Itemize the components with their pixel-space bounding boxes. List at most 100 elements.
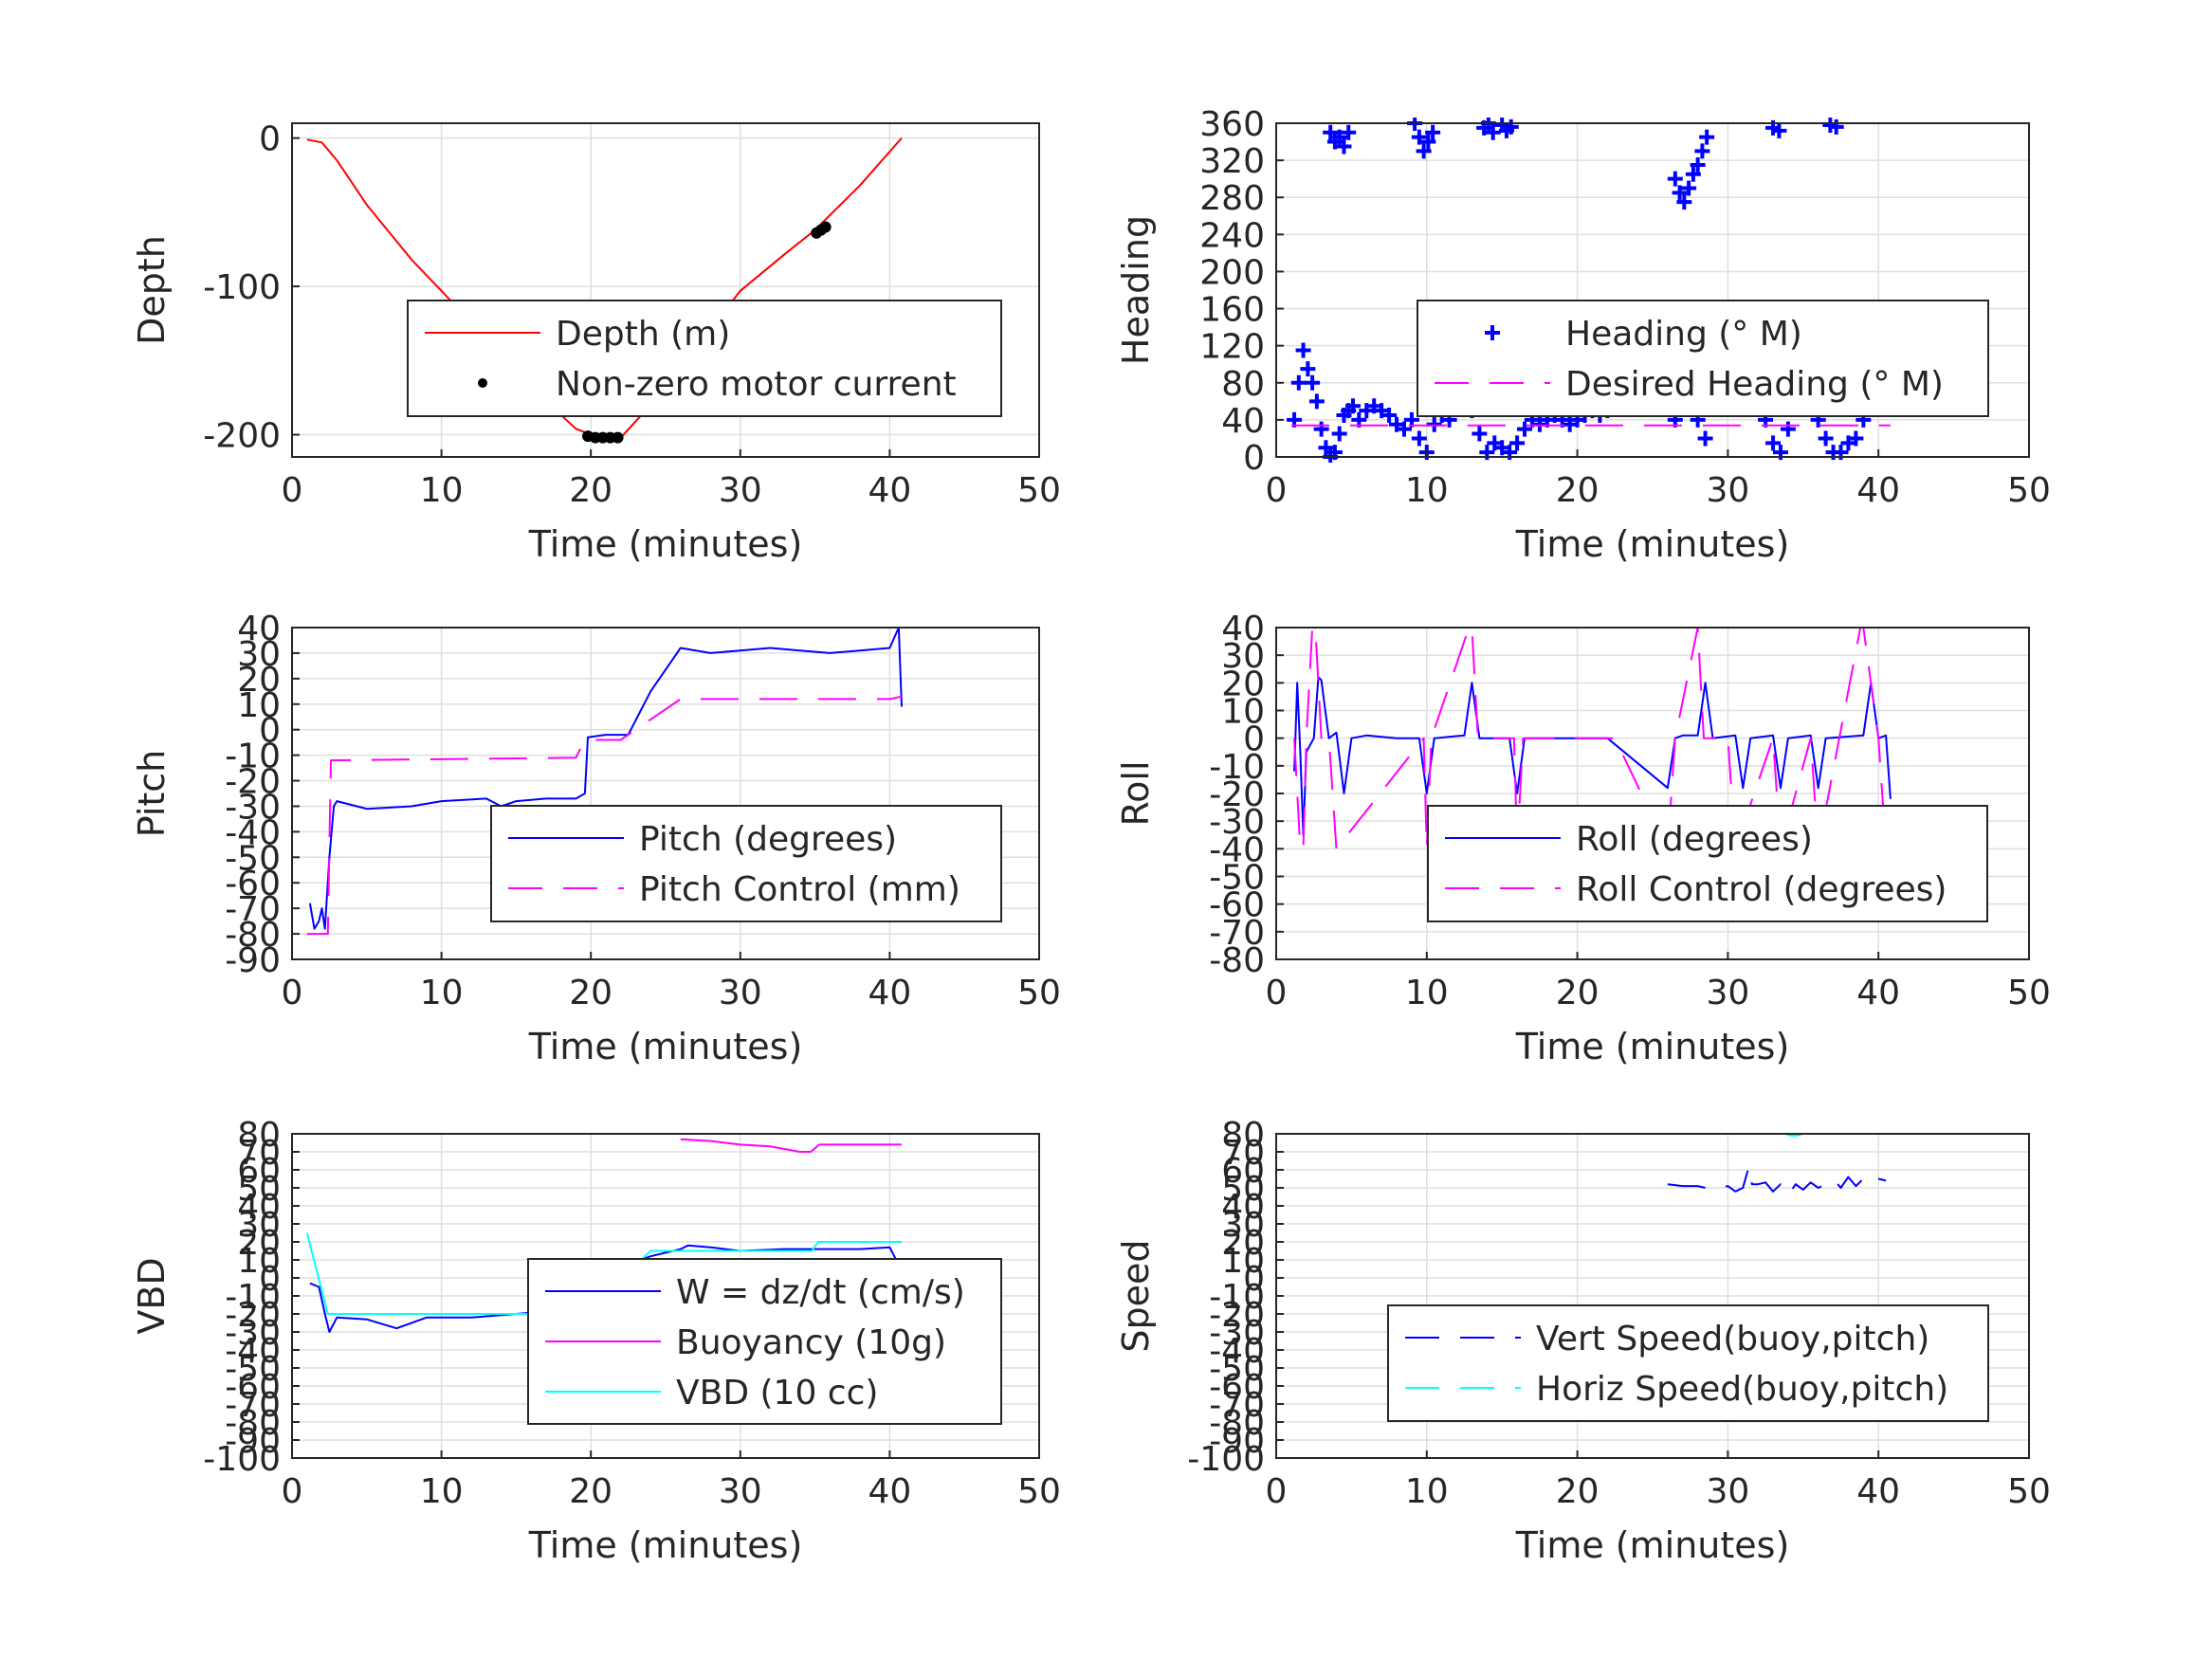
heading-point — [1780, 421, 1796, 437]
x-tick-label: 50 — [1017, 471, 1061, 510]
y-tick-label: -70 — [1209, 914, 1265, 953]
y-tick-label: -90 — [225, 1422, 281, 1461]
x-tick-label: 50 — [2007, 974, 2051, 1012]
y-tick-label: -30 — [225, 1314, 281, 1353]
x-tick-label: 0 — [1266, 471, 1288, 510]
heading-point — [1699, 129, 1715, 145]
heading-point — [1765, 435, 1782, 451]
y-tick-label: 50 — [1221, 1170, 1265, 1209]
legend-entry-label: Vert Speed(buoy,pitch) — [1536, 1320, 1929, 1358]
heading-point — [1517, 421, 1533, 437]
x-tick-label: 0 — [282, 471, 303, 510]
x-tick-label: 20 — [1556, 1472, 1600, 1511]
legend-box — [490, 805, 1002, 922]
y-tick-label: 0 — [259, 1260, 281, 1299]
y-tick-label: 50 — [237, 1170, 281, 1209]
legend-entry-label: Pitch (degrees) — [639, 820, 897, 859]
x-tick-label: 40 — [868, 974, 911, 1012]
heading-point — [1416, 143, 1432, 159]
heading-point — [1313, 421, 1329, 437]
y-tick-label: -70 — [225, 1386, 281, 1425]
heading-point — [1672, 185, 1688, 201]
x-tick-label: 40 — [1856, 471, 1900, 510]
heading-point — [1396, 421, 1412, 437]
y-tick-label: 40 — [1221, 402, 1265, 441]
y-tick-label: -10 — [225, 738, 281, 776]
heading-point — [1667, 171, 1683, 187]
heading-point — [1426, 416, 1442, 432]
heading-point — [1472, 426, 1488, 442]
y-tick-label: -50 — [225, 839, 281, 878]
heading-point — [1341, 124, 1357, 140]
legend-entry-label: W = dz/dt (cm/s) — [676, 1273, 965, 1312]
series-1-2-markers — [582, 221, 832, 444]
heading-point — [1300, 361, 1316, 377]
heading-point — [1290, 374, 1307, 391]
legend-box — [407, 300, 1002, 417]
heading-point — [1676, 194, 1692, 210]
x-tick-label: 20 — [569, 471, 612, 510]
y-tick-label: -100 — [203, 268, 281, 307]
heading-point — [1818, 430, 1834, 447]
legend-entry-label: Heading (° M) — [1565, 315, 1802, 354]
y-tick-label: 30 — [1221, 1206, 1265, 1245]
heading-point — [1336, 138, 1352, 155]
y-tick-label: -40 — [1209, 1332, 1265, 1371]
x-tick-label: 40 — [1856, 1472, 1900, 1511]
y-tick-label: -50 — [1209, 859, 1265, 898]
heading-point — [1420, 134, 1436, 150]
subplot-6: 0 10 20 30 40 50-100-90-80-70-60-50-40-30-20-… — [1115, 1116, 2051, 1566]
x-tick-label: 40 — [1856, 974, 1900, 1012]
y-tick-label: 10 — [1221, 1242, 1265, 1281]
series-3-2-line — [306, 695, 903, 936]
x-axis-label: Time (minutes) — [528, 1524, 803, 1566]
x-tick-label: 0 — [282, 1472, 303, 1511]
motor-current-point — [819, 221, 832, 233]
legend-entry-label: Roll Control (degrees) — [1576, 870, 1947, 909]
heading-point — [1295, 342, 1311, 358]
y-tick-label: -20 — [225, 763, 281, 802]
y-tick-label: -20 — [1209, 1296, 1265, 1335]
heading-point — [1681, 180, 1697, 196]
y-tick-label: -20 — [225, 1296, 281, 1335]
legend: Depth (m) Non-zero motor current — [407, 300, 1002, 417]
x-axis-label: Time (minutes) — [528, 523, 803, 565]
heading-point — [1308, 393, 1325, 410]
series-5-2-line — [680, 1138, 902, 1153]
y-tick-label: 0 — [1243, 439, 1265, 478]
subplot-1: 0 10 20 30 40 50 -200 -100 0 Time (minutes) Depth D… — [131, 120, 1061, 565]
x-tick-label: 30 — [1706, 974, 1749, 1012]
x-tick-label: 10 — [1405, 974, 1449, 1012]
y-axis-label: Heading — [1115, 215, 1157, 365]
legend-entry-label: Non-zero motor current — [556, 365, 957, 404]
y-tick-label: -60 — [225, 865, 281, 903]
y-tick-label: 40 — [1221, 610, 1265, 648]
legend-entry-label: Depth (m) — [556, 315, 730, 354]
y-tick-label: -100 — [203, 1440, 281, 1479]
y-tick-label: -90 — [225, 941, 281, 980]
y-tick-label: -50 — [1209, 1350, 1265, 1389]
y-axis-label: Depth — [131, 235, 173, 345]
y-tick-label: 120 — [1199, 328, 1265, 367]
y-tick-label: -40 — [225, 1332, 281, 1371]
y-tick-label: 10 — [237, 1242, 281, 1281]
y-tick-label: 10 — [1221, 693, 1265, 732]
x-axis-label: Time (minutes) — [1515, 1524, 1790, 1566]
x-axis-label: Time (minutes) — [1515, 1026, 1790, 1067]
x-tick-label: 50 — [1017, 974, 1061, 1012]
x-tick-label: 10 — [420, 974, 464, 1012]
y-axis-label: Pitch — [131, 750, 173, 838]
subplot-2: 0 10 20 30 40 5004080120160200240280320360Tim… — [1115, 105, 2051, 565]
y-tick-label: 70 — [1221, 1134, 1265, 1173]
heading-point — [1323, 124, 1339, 140]
x-tick-label: 10 — [1405, 1472, 1449, 1511]
series-4-2-line — [1293, 627, 1888, 850]
y-tick-label: -40 — [225, 813, 281, 852]
y-tick-label: 30 — [237, 635, 281, 674]
y-tick-label: 320 — [1199, 142, 1265, 181]
heading-point — [1503, 118, 1519, 135]
series-3-1-line — [308, 627, 903, 930]
x-tick-label: 50 — [2007, 471, 2051, 510]
motor-current-point — [612, 431, 624, 444]
x-tick-label: 10 — [1405, 471, 1449, 510]
